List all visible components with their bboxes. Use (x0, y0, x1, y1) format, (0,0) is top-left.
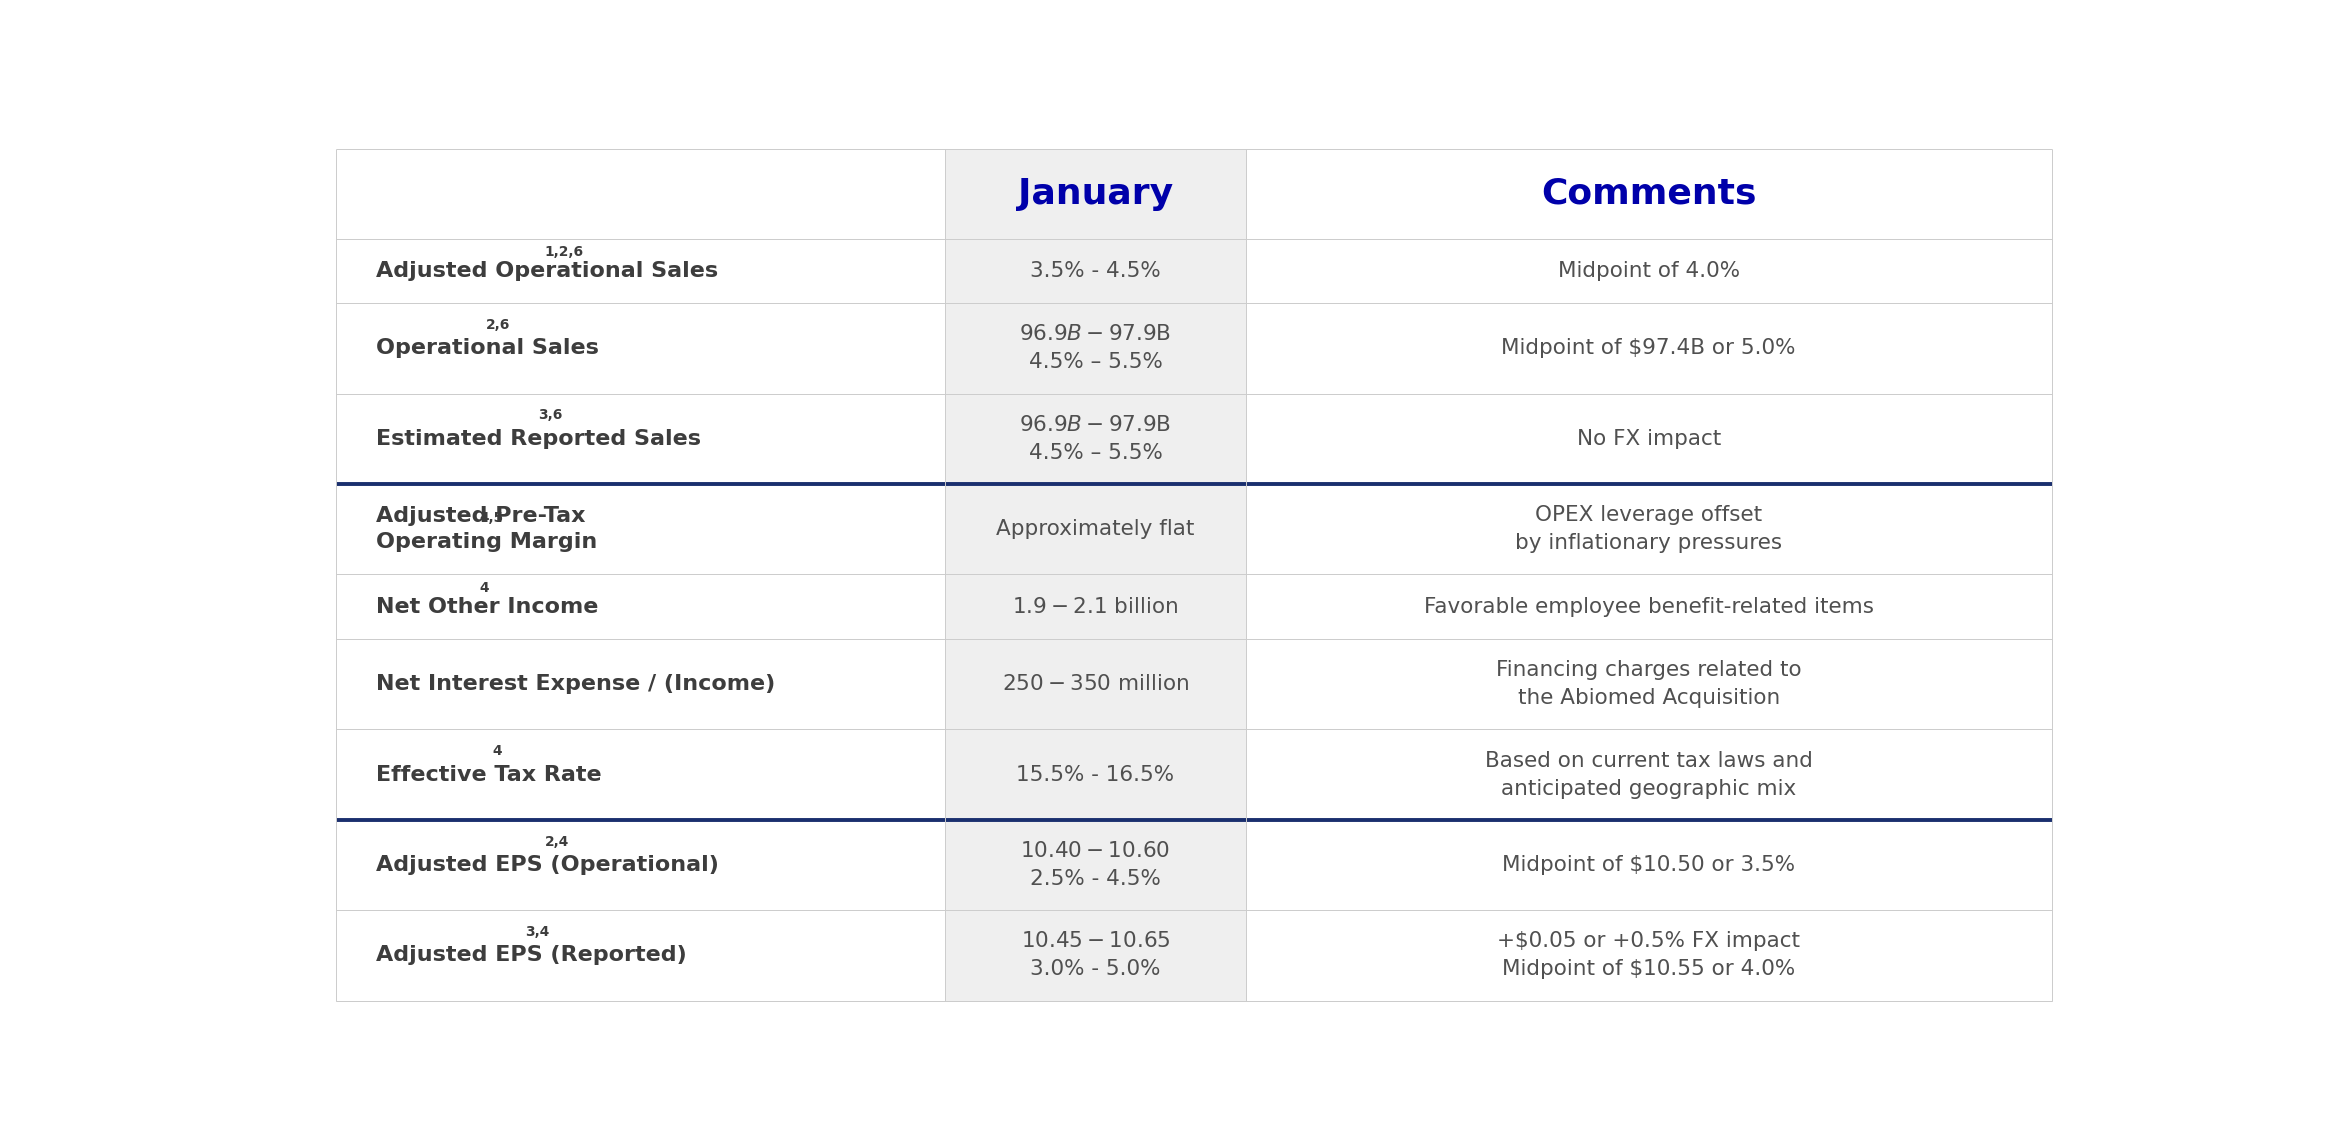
Text: $96.9B - $97.9B
4.5% – 5.5%: $96.9B - $97.9B 4.5% – 5.5% (1021, 324, 1172, 372)
Bar (946, 638, 1247, 729)
Text: Midpoint of $97.4B or 5.0%: Midpoint of $97.4B or 5.0% (1501, 338, 1796, 358)
Bar (336, 150, 946, 238)
Text: No FX impact: No FX impact (1577, 429, 1722, 449)
Text: Favorable employee benefit-related items: Favorable employee benefit-related items (1424, 596, 1873, 617)
Text: Net Other Income: Net Other Income (375, 596, 599, 617)
Bar (336, 484, 946, 574)
Bar (946, 574, 1247, 638)
Text: Adjusted EPS (Reported): Adjusted EPS (Reported) (375, 946, 687, 965)
Text: $250 - $350 million: $250 - $350 million (1002, 674, 1188, 694)
Bar (1247, 729, 2053, 820)
Bar (1247, 638, 2053, 729)
Text: Adjusted EPS (Operational): Adjusted EPS (Operational) (375, 855, 720, 875)
Text: 3,4: 3,4 (524, 925, 550, 939)
Text: Adjusted Pre-Tax
Operating Margin: Adjusted Pre-Tax Operating Margin (375, 506, 596, 552)
Text: 4: 4 (480, 581, 489, 595)
Text: Approximately flat: Approximately flat (997, 519, 1195, 539)
Bar (1247, 393, 2053, 484)
Text: Midpoint of $10.50 or 3.5%: Midpoint of $10.50 or 3.5% (1503, 855, 1796, 875)
Bar (336, 729, 946, 820)
Text: 2,4: 2,4 (545, 835, 569, 848)
Bar (1247, 238, 2053, 303)
Text: Midpoint of 4.0%: Midpoint of 4.0% (1559, 261, 1741, 281)
Text: +$0.05 or +0.5% FX impact
Midpoint of $10.55 or 4.0%: +$0.05 or +0.5% FX impact Midpoint of $1… (1498, 931, 1801, 980)
Text: Net Interest Expense / (Income): Net Interest Expense / (Income) (375, 674, 776, 694)
Text: $10.45 - $10.65
3.0% - 5.0%: $10.45 - $10.65 3.0% - 5.0% (1021, 931, 1170, 980)
Text: 4,5: 4,5 (480, 510, 503, 525)
Text: Effective Tax Rate: Effective Tax Rate (375, 764, 601, 785)
Bar (336, 303, 946, 393)
Bar (336, 911, 946, 1000)
Text: Financing charges related to
the Abiomed Acquisition: Financing charges related to the Abiomed… (1496, 660, 1801, 708)
Text: Based on current tax laws and
anticipated geographic mix: Based on current tax laws and anticipate… (1484, 751, 1813, 798)
Bar (336, 574, 946, 638)
Text: 15.5% - 16.5%: 15.5% - 16.5% (1016, 764, 1174, 785)
Bar (946, 393, 1247, 484)
Bar (946, 484, 1247, 574)
Text: Estimated Reported Sales: Estimated Reported Sales (375, 429, 708, 449)
Bar (946, 150, 1247, 238)
Bar (946, 729, 1247, 820)
Bar (1247, 303, 2053, 393)
Text: 2,6: 2,6 (487, 318, 510, 332)
Text: January: January (1018, 177, 1172, 211)
Text: 3.5% - 4.5%: 3.5% - 4.5% (1030, 261, 1160, 281)
Text: Adjusted Operational Sales: Adjusted Operational Sales (375, 261, 718, 281)
Text: $1.9 - $2.1 billion: $1.9 - $2.1 billion (1014, 596, 1179, 617)
Text: 1,2,6: 1,2,6 (545, 245, 585, 260)
Text: 3,6: 3,6 (538, 408, 562, 423)
Text: OPEX leverage offset
by inflationary pressures: OPEX leverage offset by inflationary pre… (1514, 505, 1782, 553)
Text: $96.9B - $97.9B
4.5% – 5.5%: $96.9B - $97.9B 4.5% – 5.5% (1021, 415, 1172, 463)
Bar (946, 238, 1247, 303)
Bar (946, 820, 1247, 911)
Bar (1247, 911, 2053, 1000)
Bar (1247, 150, 2053, 238)
Bar (336, 393, 946, 484)
Bar (336, 638, 946, 729)
Bar (1247, 820, 2053, 911)
Text: Comments: Comments (1540, 177, 1757, 211)
Text: Operational Sales: Operational Sales (375, 338, 599, 358)
Bar (336, 820, 946, 911)
Text: 4: 4 (492, 744, 503, 759)
Bar (946, 303, 1247, 393)
Bar (336, 238, 946, 303)
Bar (946, 911, 1247, 1000)
Text: $10.40 - $10.60
2.5% - 4.5%: $10.40 - $10.60 2.5% - 4.5% (1021, 841, 1170, 889)
Bar (1247, 574, 2053, 638)
Bar (1247, 484, 2053, 574)
